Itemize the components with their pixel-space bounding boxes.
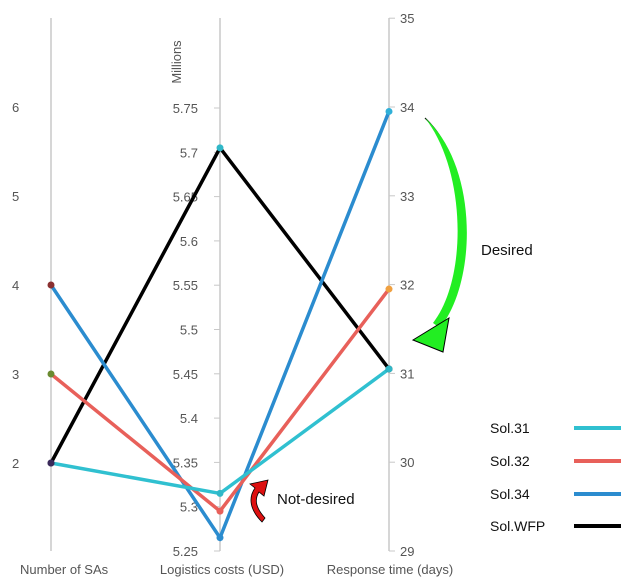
series-layer: [47, 107, 393, 542]
not-desired-arrow-icon: [249, 479, 269, 523]
tick-label: 31: [400, 366, 414, 381]
tick-label: 5.35: [173, 455, 198, 470]
annotations-layer: Desired Not-desired: [249, 117, 533, 523]
data-point: [47, 281, 55, 289]
data-point: [385, 365, 393, 373]
desired-arrow-body: [425, 118, 467, 328]
data-point: [216, 489, 224, 497]
tick-label: 2: [12, 456, 19, 471]
axis-title-2: Logistics costs (USD): [160, 562, 284, 577]
data-point: [47, 459, 55, 467]
legend-label: Sol.WFP: [490, 518, 545, 534]
axis-title-1: Number of SAs: [20, 562, 109, 577]
tick-label: 32: [400, 278, 414, 293]
tick-label: 6: [12, 100, 19, 115]
tick-label: 5.55: [173, 278, 198, 293]
tick-label: 5.4: [180, 411, 198, 426]
tick-label: 33: [400, 189, 414, 204]
not-desired-label: Not-desired: [277, 491, 355, 508]
legend-label: Sol.34: [490, 486, 530, 502]
data-point: [385, 285, 393, 293]
legend-label: Sol.32: [490, 453, 530, 469]
data-point: [216, 144, 224, 152]
tick-label: 5.45: [173, 367, 198, 382]
desired-arrow-head: [411, 316, 450, 353]
tick-label: 29: [400, 544, 414, 559]
tick-label: 4: [12, 278, 19, 293]
tick-label: 5.6: [180, 234, 198, 249]
tick-label: 34: [400, 100, 414, 115]
tick-label: 5.7: [180, 145, 198, 160]
tick-label: 30: [400, 455, 414, 470]
data-point: [216, 507, 224, 515]
tick-label: 5.75: [173, 101, 198, 116]
tick-label: 5.25: [173, 544, 198, 559]
desired-label: Desired: [481, 242, 533, 259]
axis-title-3: Response time (days): [327, 562, 453, 577]
axis-unit-label: Millions: [169, 40, 184, 84]
data-point: [385, 107, 393, 115]
tick-label: 5.3: [180, 500, 198, 515]
data-point: [216, 534, 224, 542]
tick-label: 5: [12, 189, 19, 204]
legend: Sol.31 Sol.32 Sol.34 Sol.WFP: [490, 420, 621, 534]
data-point: [47, 370, 55, 378]
tick-label: 3: [12, 367, 19, 382]
tick-label: 35: [400, 11, 414, 26]
legend-label: Sol.31: [490, 420, 530, 436]
tick-label: 5.5: [180, 323, 198, 338]
